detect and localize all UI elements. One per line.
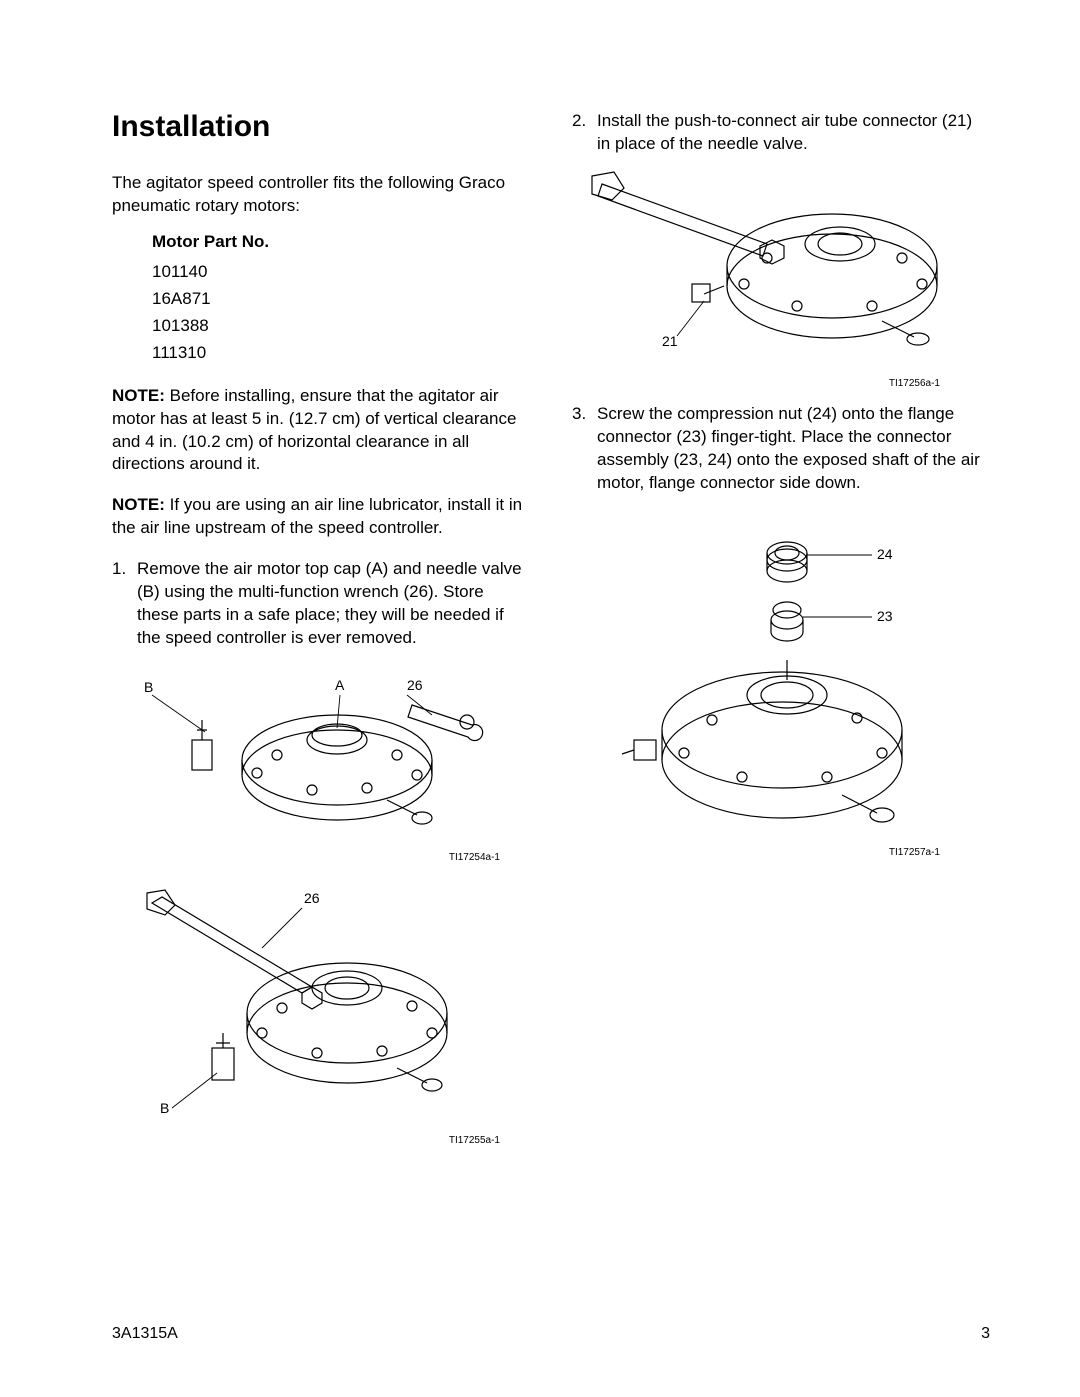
page-number: 3 (981, 1325, 990, 1343)
step-text: Remove the air motor top cap (A) and nee… (137, 558, 530, 650)
right-column: 2. Install the push-to-connect air tube … (572, 110, 990, 1156)
motor-row: 16A871 (152, 285, 530, 312)
steps-list-right-2: 3. Screw the compression nut (24) onto t… (572, 403, 990, 495)
page: Installation The agitator speed controll… (0, 0, 1080, 1397)
figure-1a-svg: B A 26 (112, 660, 502, 850)
callout-24: 24 (877, 546, 893, 562)
figure-2: 21 TI17256a-1 (572, 166, 990, 389)
step-number: 1. (112, 558, 137, 650)
figure-1b: 26 B TI17255a-1 (112, 873, 530, 1146)
step-item: 2. Install the push-to-connect air tube … (572, 110, 990, 156)
callout-A: A (335, 677, 345, 693)
two-column-layout: Installation The agitator speed controll… (112, 110, 990, 1156)
doc-number: 3A1315A (112, 1325, 178, 1343)
motor-table: Motor Part No. 101140 16A871 101388 1113… (152, 232, 530, 367)
intro-text: The agitator speed controller fits the f… (112, 172, 530, 218)
step-number: 2. (572, 110, 597, 156)
steps-list-left: 1. Remove the air motor top cap (A) and … (112, 558, 530, 650)
motor-row: 111310 (152, 339, 530, 366)
motor-row: 101140 (152, 258, 530, 285)
page-footer: 3A1315A 3 (112, 1325, 990, 1343)
step-text: Screw the compression nut (24) onto the … (597, 403, 990, 495)
callout-21: 21 (662, 333, 678, 349)
steps-list-right: 2. Install the push-to-connect air tube … (572, 110, 990, 156)
step-item: 3. Screw the compression nut (24) onto t… (572, 403, 990, 495)
figure-caption: TI17256a-1 (572, 378, 990, 389)
figure-3-svg: 24 23 (572, 505, 992, 845)
note-1: NOTE: Before installing, ensure that the… (112, 385, 530, 477)
motor-table-rows: 101140 16A871 101388 111310 (152, 258, 530, 367)
callout-23: 23 (877, 608, 893, 624)
callout-26: 26 (304, 890, 320, 906)
figure-1a: B A 26 TI17254a-1 (112, 660, 530, 863)
motor-table-header: Motor Part No. (152, 232, 530, 252)
figure-caption: TI17254a-1 (112, 852, 530, 863)
left-column: Installation The agitator speed controll… (112, 110, 530, 1156)
page-title: Installation (112, 110, 530, 144)
note-label: NOTE: (112, 386, 165, 405)
figure-caption: TI17255a-1 (112, 1135, 530, 1146)
figure-3: 24 23 TI17257a-1 (572, 505, 990, 858)
figure-caption: TI17257a-1 (572, 847, 990, 858)
step-number: 3. (572, 403, 597, 495)
note-text: If you are using an air line lubricator,… (112, 495, 522, 537)
note-text: Before installing, ensure that the agita… (112, 386, 516, 474)
callout-26: 26 (407, 677, 423, 693)
note-label: NOTE: (112, 495, 165, 514)
callout-B: B (144, 679, 153, 695)
figure-1b-svg: 26 B (112, 873, 502, 1133)
motor-row: 101388 (152, 312, 530, 339)
callout-B: B (160, 1100, 169, 1116)
step-text: Install the push-to-connect air tube con… (597, 110, 990, 156)
step-item: 1. Remove the air motor top cap (A) and … (112, 558, 530, 650)
note-2: NOTE: If you are using an air line lubri… (112, 494, 530, 540)
figure-2-svg: 21 (572, 166, 992, 376)
